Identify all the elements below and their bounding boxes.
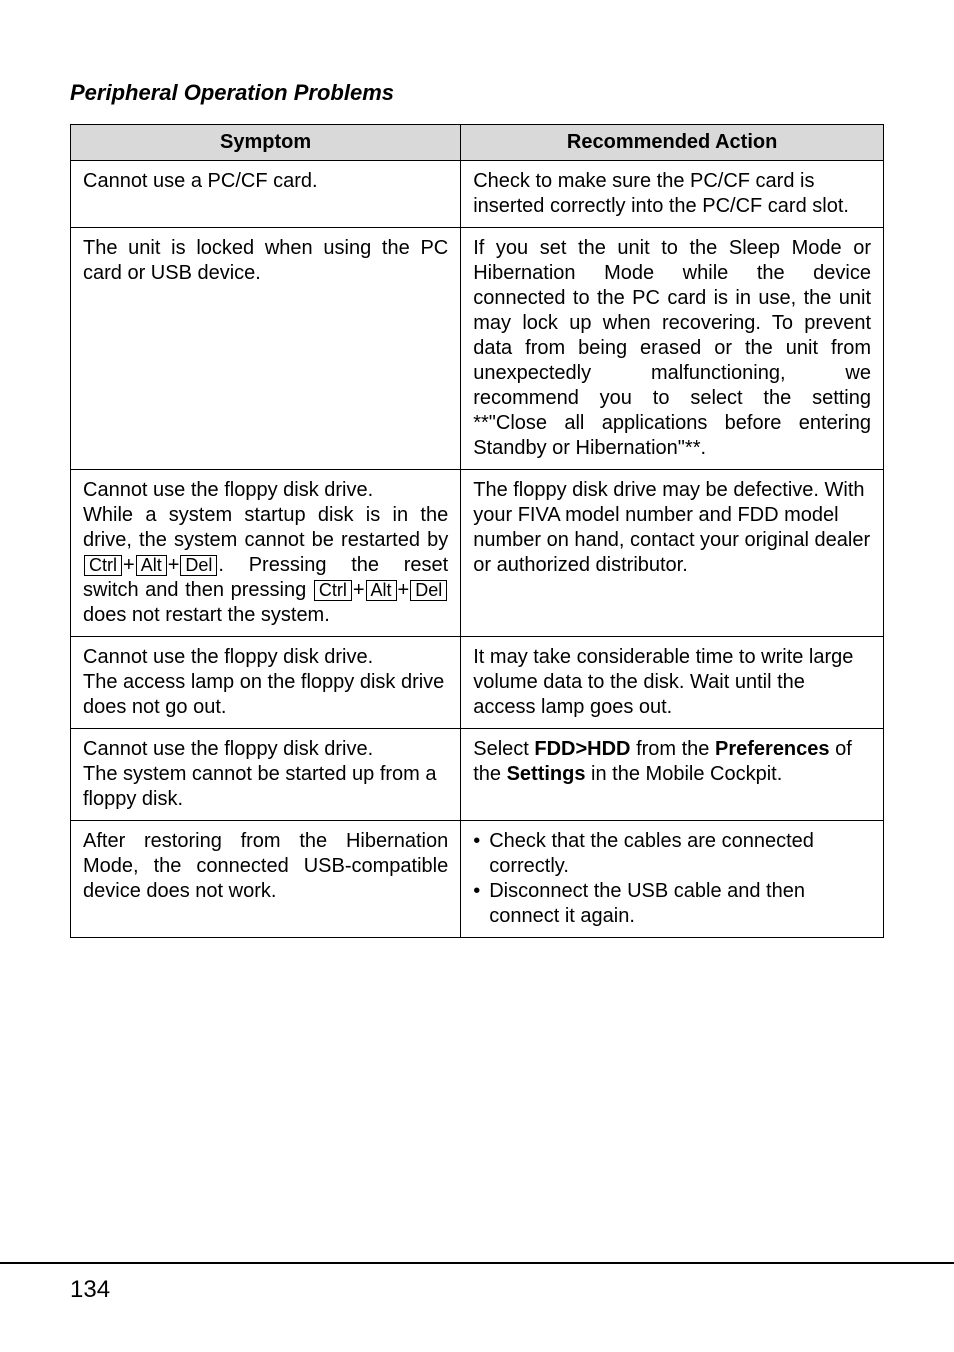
table-row: The unit is locked when using the PC car…: [71, 228, 884, 470]
symptom-cell: Cannot use the floppy disk drive. The ac…: [71, 637, 461, 729]
table-row: Cannot use the floppy disk drive. The ac…: [71, 637, 884, 729]
key-alt: Alt: [366, 580, 397, 601]
bold-text: Settings: [507, 763, 586, 785]
table-row: Cannot use the floppy disk drive. While …: [71, 470, 884, 637]
symptom-text: does not restart the system.: [83, 604, 330, 626]
bold-text: Preferences: [715, 738, 830, 760]
plus-text: +: [353, 579, 365, 601]
header-symptom: Symptom: [71, 125, 461, 161]
key-del: Del: [180, 555, 217, 576]
plus-text: +: [123, 554, 135, 576]
symptom-text: While a system startup disk is in the dr…: [83, 504, 448, 551]
action-text: Select: [473, 738, 534, 760]
header-action: Recommended Action: [461, 125, 884, 161]
table-row: Cannot use a PC/CF card. Check to make s…: [71, 161, 884, 228]
bullet-text: Disconnect the USB cable and then connec…: [489, 879, 871, 929]
action-cell: If you set the unit to the Sleep Mode or…: [461, 228, 884, 470]
bullet-text: Check that the cables are connected corr…: [489, 829, 871, 879]
symptom-cell: Cannot use the floppy disk drive. The sy…: [71, 729, 461, 821]
action-cell: The floppy disk drive may be defective. …: [461, 470, 884, 637]
section-title: Peripheral Operation Problems: [70, 80, 884, 106]
bold-text: FDD>HDD: [534, 738, 630, 760]
action-text: from the: [631, 738, 715, 760]
key-alt: Alt: [136, 555, 167, 576]
symptom-cell: Cannot use the floppy disk drive. While …: [71, 470, 461, 637]
plus-text: +: [168, 554, 180, 576]
bullet-icon: •: [473, 879, 489, 929]
bullet-icon: •: [473, 829, 489, 879]
table-header-row: Symptom Recommended Action: [71, 125, 884, 161]
action-cell: • Check that the cables are connected co…: [461, 821, 884, 938]
key-ctrl: Ctrl: [84, 555, 122, 576]
troubleshooting-table: Symptom Recommended Action Cannot use a …: [70, 124, 884, 938]
page-number: 134: [70, 1276, 884, 1304]
symptom-cell: After restoring from the Hibernation Mod…: [71, 821, 461, 938]
symptom-text: Cannot use the floppy disk drive.: [83, 479, 373, 501]
action-cell: Check to make sure the PC/CF card is ins…: [461, 161, 884, 228]
symptom-cell: The unit is locked when using the PC car…: [71, 228, 461, 470]
action-cell: Select FDD>HDD from the Preferences of t…: [461, 729, 884, 821]
key-ctrl: Ctrl: [314, 580, 352, 601]
action-cell: It may take considerable time to write l…: [461, 637, 884, 729]
plus-text: +: [398, 579, 410, 601]
key-del: Del: [410, 580, 447, 601]
symptom-cell: Cannot use a PC/CF card.: [71, 161, 461, 228]
table-row: Cannot use the floppy disk drive. The sy…: [71, 729, 884, 821]
action-text: in the Mobile Cockpit.: [586, 763, 783, 785]
page-footer: 134: [0, 1262, 954, 1304]
bullet-item: • Disconnect the USB cable and then conn…: [473, 879, 871, 929]
table-row: After restoring from the Hibernation Mod…: [71, 821, 884, 938]
bullet-item: • Check that the cables are connected co…: [473, 829, 871, 879]
